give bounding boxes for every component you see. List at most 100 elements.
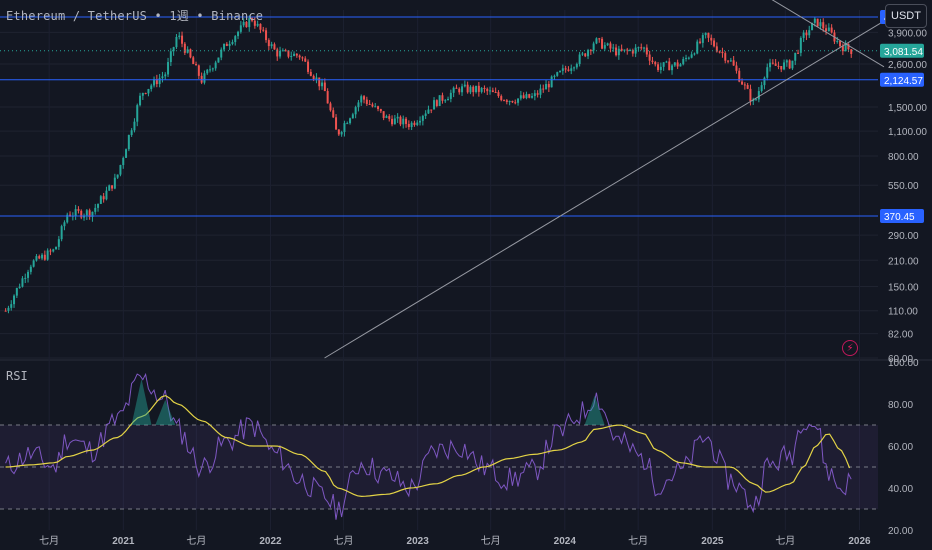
candle-body <box>648 54 651 61</box>
level-price-tag <box>880 209 924 224</box>
candle-body <box>195 64 198 66</box>
candle-body <box>435 100 438 106</box>
candle-body <box>477 85 480 92</box>
candle-body <box>685 57 688 59</box>
candle-body <box>197 65 200 76</box>
candle-body <box>777 65 780 67</box>
candle-body <box>10 304 13 308</box>
candle-body <box>696 41 699 54</box>
candle-body <box>528 94 531 98</box>
currency-button[interactable]: USDT <box>885 4 927 28</box>
candle-body <box>332 110 335 118</box>
trendlines[interactable] <box>324 0 885 359</box>
candle-body <box>111 185 114 189</box>
candle-body <box>785 60 788 63</box>
candle-body <box>24 277 27 279</box>
candle-body <box>377 106 380 110</box>
price-tick-label: 2,600.00 <box>888 60 927 71</box>
candle-body <box>825 28 828 32</box>
candle-body <box>66 214 69 223</box>
candle-body <box>141 92 144 96</box>
chart-title: Ethereum / TetherUS • 1週 • Binance <box>6 9 264 23</box>
candle-body <box>354 107 357 115</box>
candle-body <box>505 100 508 103</box>
candle-body <box>682 58 685 65</box>
candle-body <box>606 43 609 46</box>
candle-body <box>270 44 273 47</box>
candle-body <box>514 102 517 104</box>
candle-body <box>559 70 562 73</box>
candle-body <box>335 117 338 130</box>
time-tick-label: 2025 <box>701 536 724 547</box>
level-price-tag <box>880 72 924 87</box>
candle-body <box>357 102 360 108</box>
rsi-overbought-fill <box>131 378 152 425</box>
candle-body <box>172 47 175 52</box>
candle-body <box>337 129 340 135</box>
candle-body <box>295 53 298 56</box>
candle-body <box>127 134 130 150</box>
candle-body <box>175 36 178 48</box>
trendline[interactable] <box>324 20 885 359</box>
lightning-icon[interactable]: ⚡ <box>842 340 858 356</box>
candle-body <box>396 116 399 119</box>
candle-body <box>721 51 724 54</box>
candle-body <box>805 32 808 36</box>
horizontal-levels[interactable] <box>0 16 878 217</box>
candle-body <box>209 69 212 71</box>
candle-body <box>424 113 427 116</box>
rsi-overbought-fill <box>155 399 176 425</box>
candle-body <box>553 75 556 77</box>
trendline[interactable] <box>718 0 885 68</box>
candle-body <box>769 62 772 68</box>
candle-body <box>592 43 595 51</box>
candle-body <box>729 60 732 62</box>
price-tag-label: 2,124.57 <box>884 76 923 87</box>
candle-body <box>760 85 763 92</box>
candle-body <box>225 43 228 46</box>
candle-body <box>822 22 825 29</box>
candle-body <box>494 92 497 94</box>
candle-body <box>99 196 102 204</box>
candle-body <box>704 32 707 36</box>
candle-body <box>368 103 371 105</box>
candle-body <box>469 86 472 93</box>
candle-body <box>158 78 161 85</box>
candle-body <box>49 250 52 252</box>
rsi-tick-label: 100.00 <box>888 358 919 369</box>
candle-body <box>447 98 450 101</box>
candle-body <box>601 38 604 49</box>
candle-body <box>449 92 452 99</box>
candle-body <box>581 53 584 55</box>
candle-body <box>251 18 254 21</box>
candle-body <box>517 98 520 103</box>
price-tick-label: 290.00 <box>888 231 919 242</box>
candle-body <box>587 50 590 57</box>
candle-body <box>741 81 744 85</box>
candle-body <box>508 100 511 103</box>
candle-body <box>178 35 181 37</box>
candle-body <box>183 43 186 53</box>
candle-body <box>169 51 172 63</box>
candle-body <box>192 57 195 65</box>
candle-body <box>413 122 416 126</box>
candle-body <box>259 23 262 30</box>
candle-body <box>161 76 164 79</box>
candle-body <box>242 21 245 26</box>
candle-body <box>153 78 156 86</box>
candle-body <box>788 60 791 69</box>
candle-body <box>430 109 433 111</box>
candle-body <box>461 86 464 93</box>
candle-body <box>421 115 424 121</box>
candle-body <box>609 43 612 49</box>
candle-body <box>746 85 749 89</box>
candle-body <box>108 185 111 191</box>
candle-body <box>223 43 226 50</box>
rsi-ma-line <box>5 394 851 498</box>
candle-body <box>307 61 310 72</box>
price-tick-label: 110.00 <box>888 307 918 318</box>
candle-body <box>659 66 662 71</box>
candle-body <box>43 254 46 260</box>
price-tick-label: 60.00 <box>888 354 913 365</box>
